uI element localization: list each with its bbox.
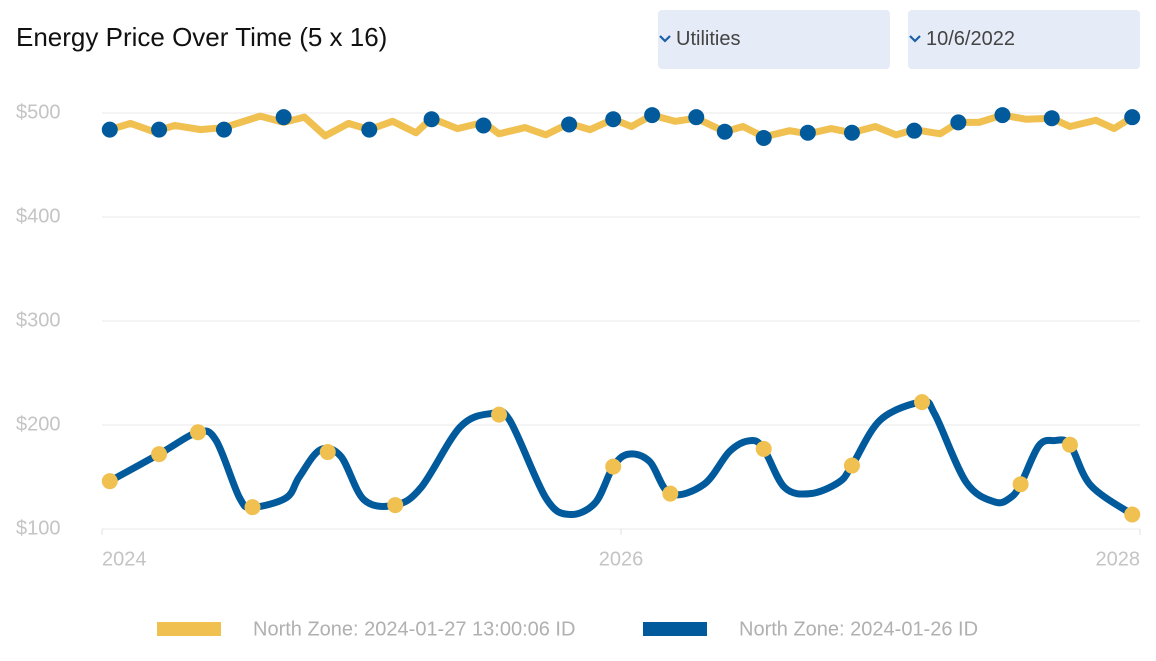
- data-point: [644, 107, 661, 124]
- legend-label: North Zone: 2024-01-26 ID: [739, 618, 978, 640]
- data-point: [906, 122, 923, 139]
- data-point: [1043, 110, 1060, 127]
- chart-title: Energy Price Over Time (5 x 16): [16, 22, 387, 52]
- data-point: [475, 117, 492, 134]
- data-point: [662, 485, 679, 502]
- data-point: [716, 123, 733, 140]
- legend-label: North Zone: 2024-01-27 13:00:06 ID: [253, 618, 575, 640]
- data-point: [755, 440, 772, 457]
- data-point: [101, 473, 118, 490]
- data-point: [950, 114, 967, 131]
- data-point: [843, 457, 860, 474]
- chevron-icon: [659, 35, 671, 43]
- y-tick-label: $400: [16, 205, 61, 227]
- x-tick-label: 2026: [599, 548, 644, 570]
- legend-swatch: [157, 622, 221, 636]
- x-tick-label: 2028: [1096, 548, 1141, 570]
- date-dropdown[interactable]: 10/6/2022: [908, 10, 1140, 69]
- data-point: [319, 444, 336, 461]
- category-dropdown[interactable]: Utilities: [658, 10, 890, 69]
- data-point: [755, 129, 772, 146]
- y-tick-label: $200: [16, 413, 61, 435]
- data-point: [914, 394, 931, 411]
- data-point: [491, 406, 508, 423]
- dropdown-value: 10/6/2022: [926, 28, 1015, 50]
- data-point: [215, 121, 232, 138]
- x-tick-label: 2024: [102, 548, 147, 570]
- data-point: [387, 497, 404, 514]
- data-point: [1124, 506, 1141, 523]
- data-point: [994, 107, 1011, 124]
- data-point: [1012, 476, 1029, 493]
- data-point: [151, 446, 168, 463]
- legend-swatch: [643, 622, 707, 636]
- dropdown-value: Utilities: [676, 28, 741, 50]
- y-tick-label: $500: [16, 101, 61, 123]
- series-line: [106, 398, 1136, 519]
- y-tick-label: $300: [16, 309, 61, 331]
- data-point: [190, 424, 207, 441]
- data-point: [423, 111, 440, 128]
- data-point: [688, 109, 705, 126]
- data-point: [605, 111, 622, 128]
- data-point: [1124, 109, 1141, 126]
- chevron-icon: [909, 35, 921, 43]
- data-point: [275, 109, 292, 126]
- data-point: [561, 116, 578, 133]
- data-point: [151, 121, 168, 138]
- data-point: [799, 124, 816, 141]
- data-point: [361, 121, 378, 138]
- data-point: [244, 499, 261, 516]
- y-tick-label: $100: [16, 517, 61, 539]
- data-point: [1061, 436, 1078, 453]
- data-point: [101, 121, 118, 138]
- data-point: [843, 124, 860, 141]
- data-point: [605, 458, 622, 475]
